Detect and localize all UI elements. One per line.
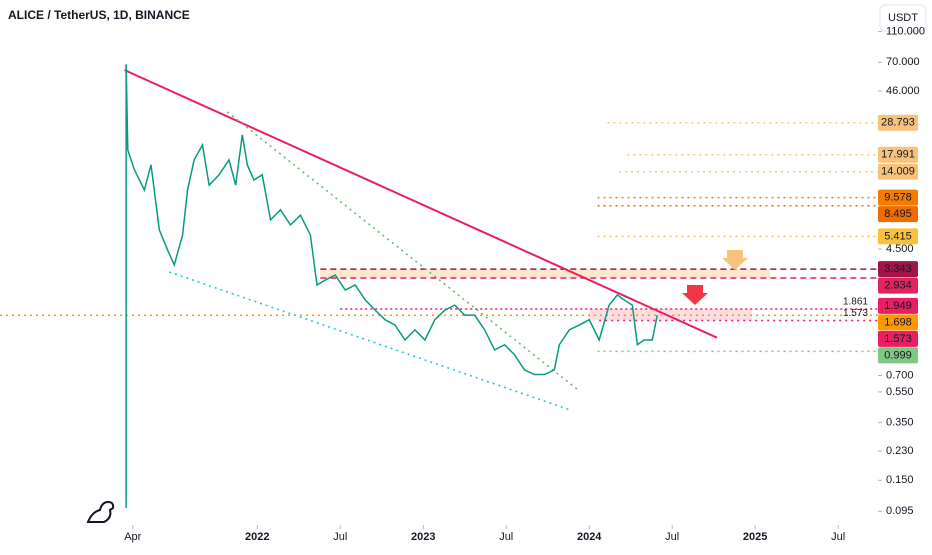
plot-area — [0, 64, 878, 508]
logo — [86, 500, 115, 523]
annotation-label: 1.861 — [843, 297, 868, 308]
zone — [320, 269, 771, 279]
level-label-box — [878, 347, 918, 364]
level-label-box — [878, 297, 918, 314]
level-label-box — [878, 189, 918, 206]
y-tick-label: 0.095 — [886, 505, 914, 517]
level-label-box — [878, 261, 918, 278]
y-tick-label: 0.150 — [886, 474, 914, 486]
level-label: 17.991 — [881, 149, 915, 161]
level-label-box — [878, 277, 918, 294]
level-label-box — [878, 330, 918, 347]
x-tick-label: 2025 — [743, 531, 767, 543]
x-tick-label: Jul — [499, 531, 513, 543]
y-tick-label: 0.230 — [886, 445, 914, 457]
trendline — [226, 111, 579, 391]
y-tick-label: 0.700 — [886, 369, 914, 381]
currency-button-label[interactable]: USDT — [888, 12, 918, 24]
level-label: 1.698 — [884, 316, 912, 328]
level-label: 14.009 — [881, 166, 915, 178]
level-label-box — [878, 314, 918, 331]
y-tick-label: 70.000 — [886, 56, 920, 68]
zone — [589, 309, 752, 321]
x-tick-label: 2024 — [577, 531, 602, 543]
level-label: 9.578 — [884, 191, 912, 203]
annotation-label: 1.573 — [843, 308, 868, 319]
level-label: 1.949 — [884, 300, 912, 312]
level-label: 28.793 — [881, 117, 915, 129]
y-tick-label: 46.000 — [886, 85, 920, 97]
level-label-box — [878, 146, 918, 163]
x-tick-label: Apr — [124, 531, 141, 543]
level-label: 1.573 — [884, 333, 912, 345]
level-label: 3.343 — [884, 263, 912, 275]
y-tick-label: 110.000 — [886, 25, 925, 37]
chart-title: ALICE / TetherUS, 1D, BINANCE — [8, 8, 190, 22]
y-tick-label: 0.550 — [886, 386, 914, 398]
y-tick-label: 4.500 — [886, 243, 914, 255]
trendline — [124, 69, 718, 339]
level-label-box — [878, 206, 918, 223]
level-label-box — [878, 228, 918, 245]
price-line — [125, 64, 658, 508]
x-tick-label: Jul — [665, 531, 679, 543]
currency-button[interactable] — [879, 4, 927, 32]
x-tick-label: 2022 — [245, 531, 269, 543]
x-tick-label: Jul — [333, 531, 347, 543]
down-arrow-red — [682, 285, 708, 305]
y-tick-label: 0.350 — [886, 417, 914, 429]
level-label: 8.495 — [884, 208, 912, 220]
x-tick-label: Jul — [831, 531, 845, 543]
down-arrow-orange — [722, 250, 748, 270]
x-tick-label: 2023 — [411, 531, 435, 543]
trendline — [169, 271, 572, 411]
level-label-box — [878, 163, 918, 180]
level-label: 2.934 — [884, 280, 912, 292]
level-label-box — [878, 114, 918, 131]
level-label: 0.999 — [884, 349, 912, 361]
level-label: 5.415 — [884, 230, 912, 242]
